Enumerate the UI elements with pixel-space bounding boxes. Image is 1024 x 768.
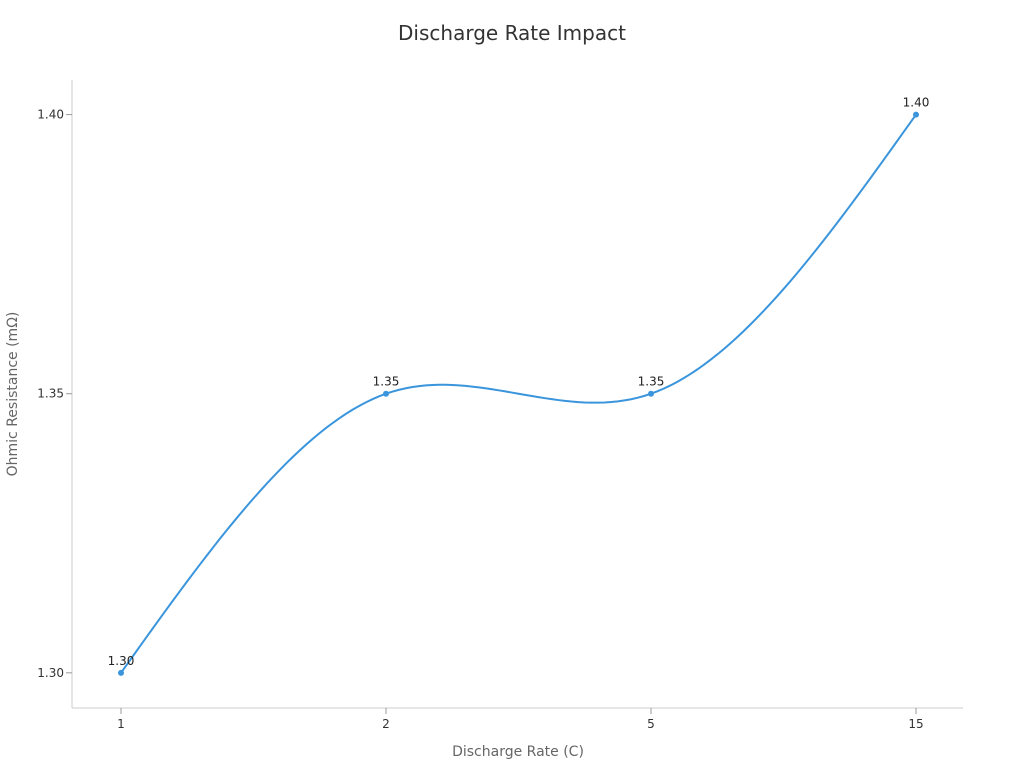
- data-point[interactable]: [648, 390, 654, 397]
- data-label: 1.35: [638, 375, 665, 389]
- data-point[interactable]: [118, 669, 124, 676]
- data-points: [118, 111, 919, 676]
- x-tick-label: 5: [647, 717, 655, 731]
- y-axis-label: Ohmic Resistance (mΩ): [5, 312, 21, 477]
- series-line: [120, 114, 917, 674]
- chart-title: Discharge Rate Impact: [398, 21, 626, 45]
- data-labels: 1.30 1.35 1.35 1.40: [108, 96, 930, 668]
- x-tick-label: 2: [382, 717, 390, 731]
- y-axis-ticks: 1.30 1.35 1.40: [37, 108, 72, 680]
- y-tick-label: 1.40: [37, 108, 64, 122]
- data-label: 1.35: [373, 375, 400, 389]
- data-label: 1.30: [108, 654, 135, 668]
- y-tick-label: 1.30: [37, 666, 64, 680]
- data-label: 1.40: [903, 96, 930, 110]
- x-axis-label: Discharge Rate (C): [452, 744, 584, 760]
- data-point[interactable]: [913, 111, 919, 118]
- y-tick-label: 1.35: [37, 387, 64, 401]
- x-tick-label: 1: [117, 717, 125, 731]
- x-tick-label: 15: [908, 717, 923, 731]
- x-axis-ticks: 1 2 5 15: [117, 708, 924, 731]
- data-point[interactable]: [383, 390, 389, 397]
